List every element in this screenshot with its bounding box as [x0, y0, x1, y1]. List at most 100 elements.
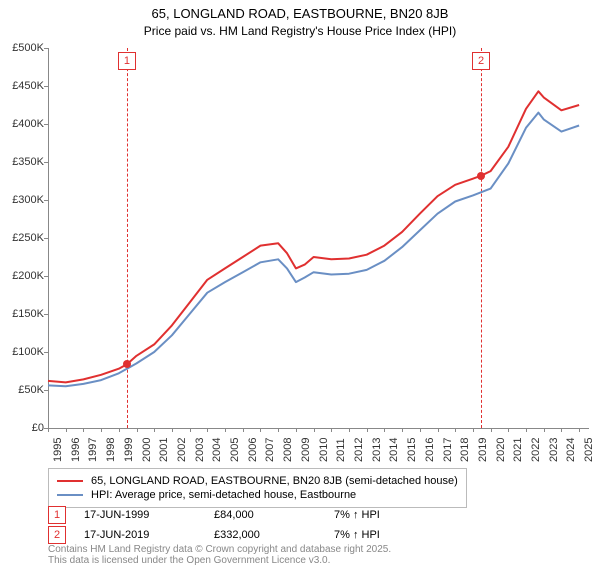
xtick-label: 2006 — [247, 438, 259, 462]
xtick-mark — [402, 428, 403, 432]
xtick-label: 2001 — [158, 438, 170, 462]
sale-row-2: 2 17-JUN-2019 £332,000 7% ↑ HPI — [48, 526, 380, 544]
legend-swatch — [57, 494, 83, 496]
xtick-mark — [473, 428, 474, 432]
series-property — [48, 91, 579, 382]
xtick-mark — [420, 428, 421, 432]
ytick-label: £50K — [0, 384, 44, 396]
sale-date: 17-JUN-2019 — [84, 529, 214, 541]
xtick-mark — [83, 428, 84, 432]
xtick-mark — [225, 428, 226, 432]
xtick-label: 2010 — [318, 438, 330, 462]
xtick-label: 2022 — [530, 438, 542, 462]
sale-price: £332,000 — [214, 529, 334, 541]
xtick-label: 2020 — [495, 438, 507, 462]
ytick-label: £350K — [0, 156, 44, 168]
series-hpi — [48, 113, 579, 387]
xtick-label: 2024 — [565, 438, 577, 462]
xtick-label: 1995 — [52, 438, 64, 462]
xtick-mark — [544, 428, 545, 432]
xtick-mark — [119, 428, 120, 432]
xtick-label: 2008 — [282, 438, 294, 462]
xtick-label: 1999 — [123, 438, 135, 462]
sale-price: £84,000 — [214, 509, 334, 521]
xtick-mark — [154, 428, 155, 432]
xtick-label: 2012 — [353, 438, 365, 462]
xtick-label: 2007 — [264, 438, 276, 462]
xtick-mark — [508, 428, 509, 432]
xtick-label: 2004 — [211, 438, 223, 462]
legend-item: HPI: Average price, semi-detached house,… — [57, 489, 458, 501]
xtick-mark — [243, 428, 244, 432]
xtick-label: 2011 — [335, 438, 347, 462]
xtick-label: 2003 — [194, 438, 206, 462]
xtick-label: 2019 — [477, 438, 489, 462]
legend-label: HPI: Average price, semi-detached house,… — [91, 489, 356, 501]
xtick-label: 2021 — [512, 438, 524, 462]
xtick-mark — [137, 428, 138, 432]
xtick-mark — [101, 428, 102, 432]
ytick-label: £0 — [0, 422, 44, 434]
ytick-label: £150K — [0, 308, 44, 320]
xtick-mark — [349, 428, 350, 432]
xtick-label: 1998 — [105, 438, 117, 462]
xtick-label: 2013 — [371, 438, 383, 462]
xtick-mark — [455, 428, 456, 432]
sale-row-1: 1 17-JUN-1999 £84,000 7% ↑ HPI — [48, 506, 380, 524]
xtick-mark — [526, 428, 527, 432]
xtick-label: 2014 — [388, 438, 400, 462]
xtick-mark — [260, 428, 261, 432]
chart-subtitle: Price paid vs. HM Land Registry's House … — [0, 24, 600, 38]
marker-dot-1 — [123, 360, 131, 368]
xtick-label: 2002 — [176, 438, 188, 462]
sale-marker-1: 1 — [48, 506, 66, 524]
xtick-label: 2023 — [548, 438, 560, 462]
ytick-label: £200K — [0, 270, 44, 282]
xtick-mark — [331, 428, 332, 432]
xtick-label: 1997 — [87, 438, 99, 462]
xtick-label: 2017 — [442, 438, 454, 462]
xtick-mark — [314, 428, 315, 432]
xtick-label: 2009 — [300, 438, 312, 462]
footer-line1: Contains HM Land Registry data © Crown c… — [48, 544, 391, 555]
ytick-label: £400K — [0, 118, 44, 130]
chart-title: 65, LONGLAND ROAD, EASTBOURNE, BN20 8JB — [0, 6, 600, 21]
xtick-mark — [438, 428, 439, 432]
legend: 65, LONGLAND ROAD, EASTBOURNE, BN20 8JB … — [48, 468, 467, 508]
xtick-label: 1996 — [70, 438, 82, 462]
xtick-mark — [190, 428, 191, 432]
sale-pct: 7% ↑ HPI — [334, 509, 380, 521]
ytick-label: £500K — [0, 42, 44, 54]
legend-item: 65, LONGLAND ROAD, EASTBOURNE, BN20 8JB … — [57, 475, 458, 487]
xtick-mark — [48, 428, 49, 432]
xtick-mark — [561, 428, 562, 432]
legend-label: 65, LONGLAND ROAD, EASTBOURNE, BN20 8JB … — [91, 475, 458, 487]
legend-swatch — [57, 480, 83, 482]
ytick-label: £450K — [0, 80, 44, 92]
xtick-label: 2000 — [141, 438, 153, 462]
xtick-label: 2025 — [583, 438, 595, 462]
ytick-label: £250K — [0, 232, 44, 244]
sale-date: 17-JUN-1999 — [84, 509, 214, 521]
marker-box-2: 2 — [472, 52, 490, 70]
xtick-mark — [172, 428, 173, 432]
xtick-mark — [579, 428, 580, 432]
xtick-mark — [384, 428, 385, 432]
sale-pct: 7% ↑ HPI — [334, 529, 380, 541]
xtick-label: 2018 — [459, 438, 471, 462]
xtick-mark — [491, 428, 492, 432]
xtick-label: 2016 — [424, 438, 436, 462]
sale-marker-2: 2 — [48, 526, 66, 544]
chart-lines — [48, 48, 588, 428]
xtick-mark — [66, 428, 67, 432]
ytick-label: £100K — [0, 346, 44, 358]
ytick-label: £300K — [0, 194, 44, 206]
marker-dot-2 — [477, 172, 485, 180]
marker-box-1: 1 — [118, 52, 136, 70]
xtick-label: 2015 — [406, 438, 418, 462]
chart-container: 65, LONGLAND ROAD, EASTBOURNE, BN20 8JB … — [0, 0, 600, 560]
xtick-mark — [296, 428, 297, 432]
xtick-mark — [207, 428, 208, 432]
xtick-mark — [367, 428, 368, 432]
xtick-label: 2005 — [229, 438, 241, 462]
